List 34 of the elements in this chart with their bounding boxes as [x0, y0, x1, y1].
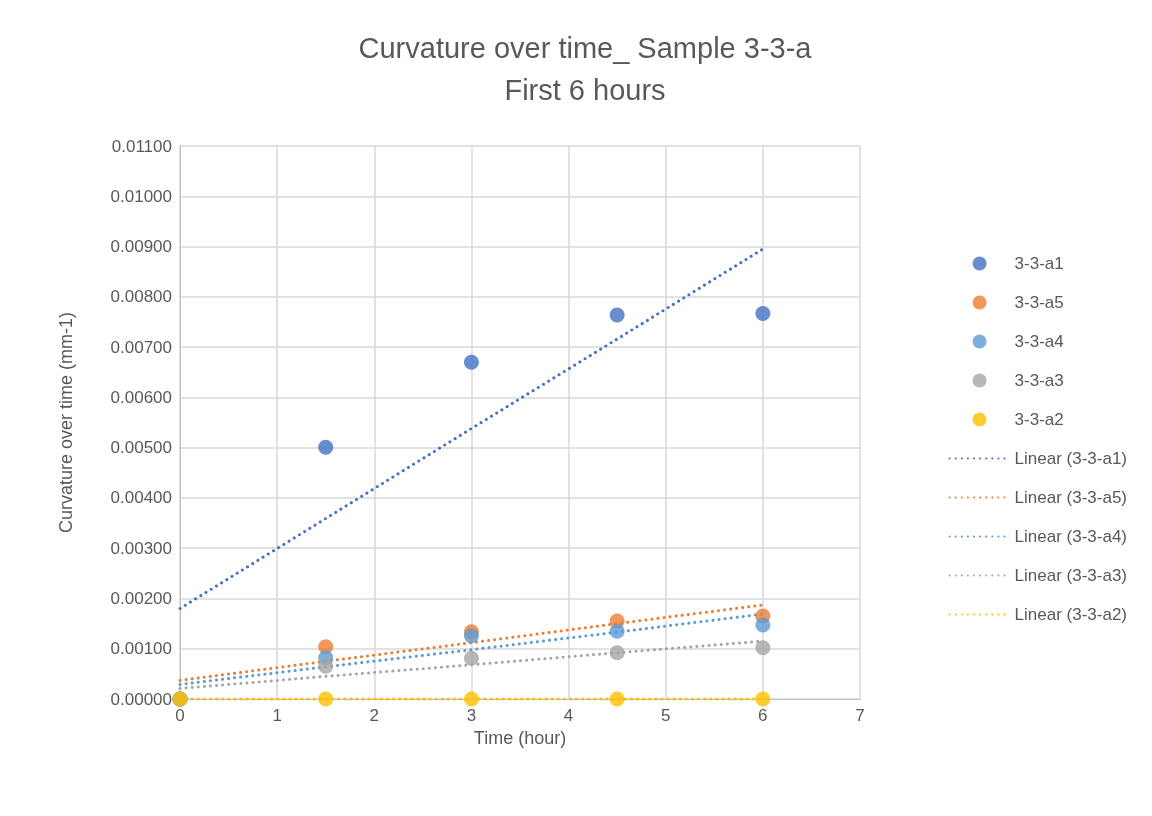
legend-label: 3-3-a5: [1014, 293, 1064, 312]
y-tick-label: 0.00000: [110, 689, 172, 709]
y-tick-label: 0.00800: [110, 287, 172, 307]
legend-label: Linear (3-3-a2): [1014, 605, 1128, 624]
chart-subtitle: First 6 hours: [504, 74, 666, 106]
y-tick-label: 0.00100: [110, 639, 172, 659]
x-tick-label: 0: [175, 706, 185, 725]
legend-label: 3-3-a3: [1014, 371, 1064, 390]
legend-label: 3-3-a2: [1014, 410, 1064, 429]
x-tick-label: 3: [466, 706, 477, 725]
x-tick-label: 5: [660, 706, 671, 725]
y-tick-label: 0.00500: [110, 438, 172, 458]
y-axis-title: Curvature over time (mm-1): [56, 311, 76, 534]
y-tick-label: 0.00200: [110, 588, 172, 608]
y-tick-label: 0.01100: [111, 136, 172, 156]
legend-label: Linear (3-3-a4): [1014, 527, 1128, 546]
legend-label: Linear (3-3-a5): [1014, 488, 1128, 507]
x-tick-label: 2: [369, 706, 380, 725]
legend-label: 3-3-a1: [1014, 254, 1064, 273]
x-tick-label: 4: [563, 706, 574, 725]
y-tick-label: 0.00400: [110, 488, 172, 508]
x-tick-label: 1: [272, 706, 282, 725]
y-tick-label: 0.00900: [110, 237, 172, 257]
y-tick-label: 0.00700: [110, 337, 172, 357]
legend-label: Linear (3-3-a1): [1014, 449, 1128, 468]
y-tick-label: 0.00300: [110, 538, 172, 558]
x-axis-title: Time (hour): [473, 728, 567, 748]
y-tick-label: 0.00600: [110, 387, 172, 407]
x-tick-label: 6: [758, 706, 768, 725]
x-tick-label: 7: [855, 706, 865, 725]
y-tick-label: 0.01000: [110, 186, 172, 206]
chart-title: Curvature over time_ Sample 3-3-a: [358, 32, 813, 64]
legend-label: Linear (3-3-a3): [1014, 566, 1128, 585]
legend-label: 3-3-a4: [1014, 332, 1064, 351]
